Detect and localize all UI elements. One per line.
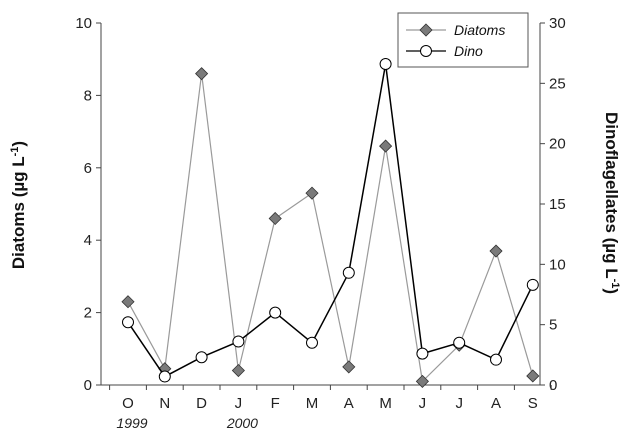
right-tick-label: 20 <box>549 136 566 153</box>
legend-dino-marker <box>420 45 432 57</box>
x-category-label: A <box>344 395 354 412</box>
diatoms-point <box>268 211 282 226</box>
dino-point <box>526 278 539 291</box>
left-tick-label: 2 <box>84 305 92 322</box>
x-category-label: F <box>271 395 280 412</box>
diatoms-point <box>305 186 319 200</box>
left-tick-label: 4 <box>84 232 92 249</box>
dino-point <box>306 336 318 349</box>
dino-point <box>122 316 134 329</box>
left-tick-label: 8 <box>84 87 92 104</box>
diatoms-point <box>342 360 356 374</box>
x-year-label: 1999 <box>116 415 147 431</box>
dino-point <box>379 58 392 71</box>
x-category-label: J <box>235 395 243 412</box>
legend-diatoms-label: Diatoms <box>454 22 505 38</box>
dino-point <box>195 351 208 364</box>
x-category-label: M <box>379 395 392 412</box>
diatoms-point <box>415 374 429 388</box>
x-category-label: J <box>455 395 463 412</box>
dino-point <box>490 353 502 366</box>
legend: Diatoms Dino <box>397 12 529 68</box>
right-tick-label: 5 <box>549 317 557 334</box>
left-tick-label: 0 <box>84 377 92 394</box>
x-category-label: A <box>491 395 501 412</box>
dino-point <box>232 335 245 348</box>
series-dino-line <box>127 63 534 378</box>
x-category-label: O <box>122 395 134 412</box>
x-category-label: D <box>196 395 207 412</box>
x-category-label: S <box>528 395 538 412</box>
right-tick-label: 0 <box>549 377 557 394</box>
left-tick-label: 6 <box>84 160 92 177</box>
right-axis-title: Dinoflagellates (µg L-1) <box>602 112 621 294</box>
right-tick-label: 25 <box>549 75 566 92</box>
diatoms-point <box>195 67 209 81</box>
series-diatoms-line <box>127 73 534 383</box>
right-tick-label: 30 <box>549 15 566 32</box>
left-axis-title: Diatoms (µg L-1) <box>9 141 28 269</box>
dino-point <box>416 347 429 360</box>
x-year-label: 2000 <box>226 415 258 431</box>
dino-point <box>269 306 282 319</box>
diatoms-point <box>121 295 135 309</box>
x-category-label: M <box>306 395 319 412</box>
dino-point <box>453 336 466 349</box>
x-category-label: J <box>419 395 427 412</box>
dino-point <box>342 266 355 279</box>
left-tick-label: 10 <box>75 15 92 32</box>
x-axis: O N D J F M A M J J A S 1999 2000 <box>101 384 552 431</box>
diatoms-point <box>231 363 245 378</box>
legend-dino-label: Dino <box>454 43 483 59</box>
diatoms-point <box>489 244 503 258</box>
right-tick-label: 10 <box>549 256 566 273</box>
diatoms-point <box>526 369 540 383</box>
x-category-label: N <box>159 395 170 412</box>
left-axis: 0 2 4 6 8 10 <box>75 15 102 394</box>
series-layer <box>121 58 540 388</box>
legend-box <box>397 12 529 68</box>
dino-point <box>158 370 171 383</box>
diatoms-point <box>379 139 393 153</box>
right-axis: 0 5 10 15 20 25 30 <box>539 15 566 394</box>
legend-diatoms-marker <box>419 23 433 37</box>
right-tick-label: 15 <box>549 196 566 213</box>
